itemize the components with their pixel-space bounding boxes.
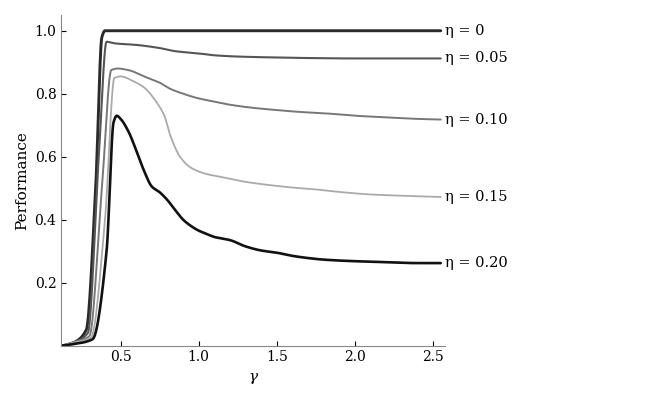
- Text: η = 0.10: η = 0.10: [445, 113, 508, 126]
- Text: η = 0.20: η = 0.20: [445, 256, 508, 270]
- Text: η = 0.05: η = 0.05: [445, 51, 508, 65]
- X-axis label: γ: γ: [249, 370, 258, 384]
- Text: η = 0: η = 0: [445, 24, 485, 38]
- Y-axis label: Performance: Performance: [15, 131, 29, 230]
- Text: η = 0.15: η = 0.15: [445, 190, 508, 204]
